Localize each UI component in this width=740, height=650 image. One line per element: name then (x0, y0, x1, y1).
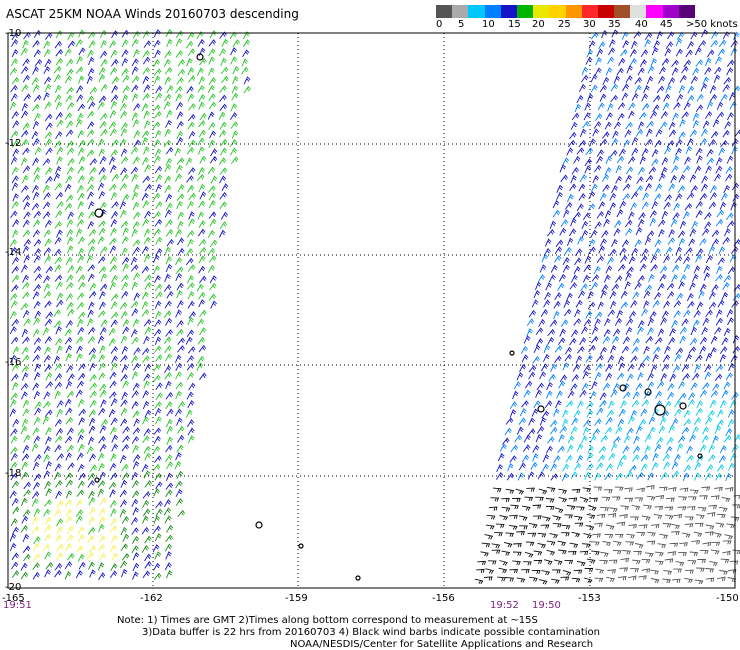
island-outline (697, 453, 703, 459)
map-title: ASCAT 25KM NOAA Winds 20160703 descendin… (6, 7, 299, 21)
note-line-2: 3)Data buffer is 22 hrs from 20160703 4)… (142, 627, 600, 638)
colorbar-swatch (468, 5, 485, 18)
colorbar-label: 30 (583, 19, 596, 30)
colorbar-swatch (484, 5, 501, 18)
colorbar-label: 45 (660, 19, 673, 30)
island-outline (94, 208, 104, 218)
wind-speed-colorbar (436, 5, 695, 18)
island-outline (298, 543, 304, 549)
island-outline (355, 575, 361, 581)
colorbar-label: 20 (532, 19, 545, 30)
lat-label: -12 (5, 138, 21, 149)
note-line-3: NOAA/NESDIS/Center for Satellite Applica… (290, 639, 594, 650)
lat-label: -16 (5, 357, 21, 368)
island-outline (255, 521, 263, 529)
island-outline (537, 405, 545, 413)
island-outline (94, 477, 100, 483)
island-outline (196, 53, 204, 61)
lon-label: -153 (578, 593, 601, 604)
lon-label: -156 (432, 593, 455, 604)
colorbar-swatch (630, 5, 647, 18)
time-label-right-a: 19:52 (490, 600, 519, 611)
wind-barbs (10, 470, 185, 581)
wind-barbs (9, 29, 740, 581)
map-frame (7, 32, 736, 589)
colorbar-label: 0 (436, 19, 443, 30)
lon-label: -150 (716, 593, 739, 604)
colorbar-swatch (436, 5, 453, 18)
colorbar-swatch (500, 5, 517, 18)
colorbar-label: 40 (635, 19, 648, 30)
colorbar-swatch (646, 5, 663, 18)
colorbar-swatch (549, 5, 566, 18)
colorbar-label: 35 (608, 19, 621, 30)
colorbar-swatch (565, 5, 582, 18)
wind-barbs (499, 31, 740, 482)
wind-barbs (9, 29, 251, 562)
island-outline (679, 402, 687, 410)
lon-label: -162 (140, 593, 163, 604)
colorbar-label: 5 (458, 19, 465, 30)
wind-barbs (31, 497, 119, 562)
island-outline (654, 404, 666, 416)
colorbar-swatch (533, 5, 550, 18)
colorbar-label: 10 (482, 19, 495, 30)
colorbar-swatch (516, 5, 534, 18)
wind-barbs (590, 484, 740, 585)
island-outline (644, 388, 652, 396)
island-outline (509, 350, 515, 356)
colorbar-swatch (581, 5, 598, 18)
colorbar-swatch (452, 5, 469, 18)
wind-barbs (474, 486, 600, 585)
colorbar-swatch (614, 5, 631, 18)
lon-label: -165 (2, 593, 25, 604)
colorbar-swatch (678, 5, 695, 18)
note-line-1: Note: 1) Times are GMT 2)Times along bot… (117, 615, 538, 626)
time-label-left: 19:51 (3, 600, 32, 611)
colorbar-label: >50 knots (686, 19, 738, 30)
lat-label: -20 (5, 582, 21, 593)
lat-label: -18 (5, 468, 21, 479)
colorbar-label: 25 (558, 19, 571, 30)
lon-label: -159 (285, 593, 308, 604)
wind-barbs (561, 399, 740, 481)
lat-label: -14 (5, 247, 21, 258)
colorbar-label: 15 (508, 19, 521, 30)
colorbar-labels: 0 5 10 15 20 25 30 35 40 45 >50 knots (430, 19, 740, 33)
lat-label: -10 (5, 28, 21, 39)
island-outline (619, 384, 627, 392)
colorbar-swatch (597, 5, 615, 18)
colorbar-swatch (662, 5, 679, 18)
time-label-right-b: 19:50 (532, 600, 561, 611)
